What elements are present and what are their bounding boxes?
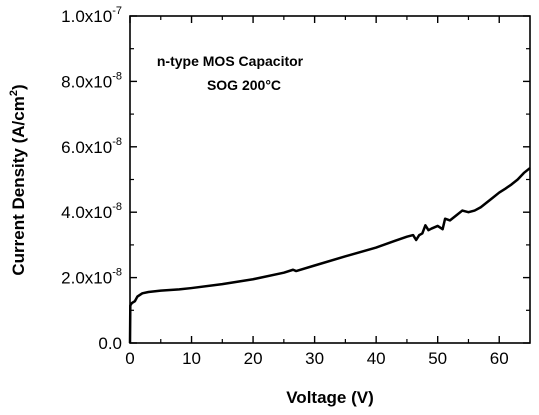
series-line: [128, 167, 531, 344]
x-tick-label: 10: [182, 349, 201, 368]
y-tick-exponent: -8: [112, 201, 122, 213]
y-tick-exponent: -8: [112, 136, 122, 148]
y-tick-label: 4.0x10-8: [61, 201, 122, 222]
y-tick-label: 8.0x10-8: [61, 70, 122, 91]
y-axis-title-main: Current Density (A/cm: [9, 96, 28, 275]
x-tick-label: 0: [125, 349, 134, 368]
y-tick-exponent: -8: [112, 267, 122, 279]
y-tick-mantissa: 8.0x10: [61, 72, 112, 91]
x-tick-label: 30: [305, 349, 324, 368]
y-tick-label: 1.0x10-7: [61, 5, 122, 26]
y-tick-label: 2.0x10-8: [61, 267, 122, 288]
y-tick-mantissa: 4.0x10: [61, 203, 112, 222]
y-axis-title-close: ): [9, 84, 28, 90]
y-tick-label: 6.0x10-8: [61, 136, 122, 157]
y-tick-mantissa: 2.0x10: [61, 269, 112, 288]
y-axis-ticks: 0.02.0x10-84.0x10-86.0x10-88.0x10-81.0x1…: [61, 5, 530, 353]
x-tick-label: 40: [367, 349, 386, 368]
y-axis-title-sup: 2: [8, 90, 20, 96]
y-axis-title: Current Density (A/cm2): [8, 84, 28, 275]
y-tick-exponent: -7: [112, 5, 122, 17]
y-tick-mantissa: 6.0x10: [61, 138, 112, 157]
x-axis-title: Voltage (V): [286, 388, 374, 407]
x-tick-label: 50: [428, 349, 447, 368]
y-tick-exponent: -8: [112, 70, 122, 82]
x-axis-ticks: 0 10 20 30 40 50 60: [125, 16, 509, 368]
x-tick-label: 20: [244, 349, 263, 368]
y-tick-label: 0.0: [98, 334, 122, 353]
x-tick-label: 60: [490, 349, 509, 368]
y-tick-mantissa: 0.0: [98, 334, 122, 353]
y-tick-mantissa: 1.0x10: [61, 7, 112, 26]
annotation-title: n-type MOS Capacitor: [157, 53, 304, 69]
annotation-subtitle: SOG 200°C: [207, 77, 281, 93]
